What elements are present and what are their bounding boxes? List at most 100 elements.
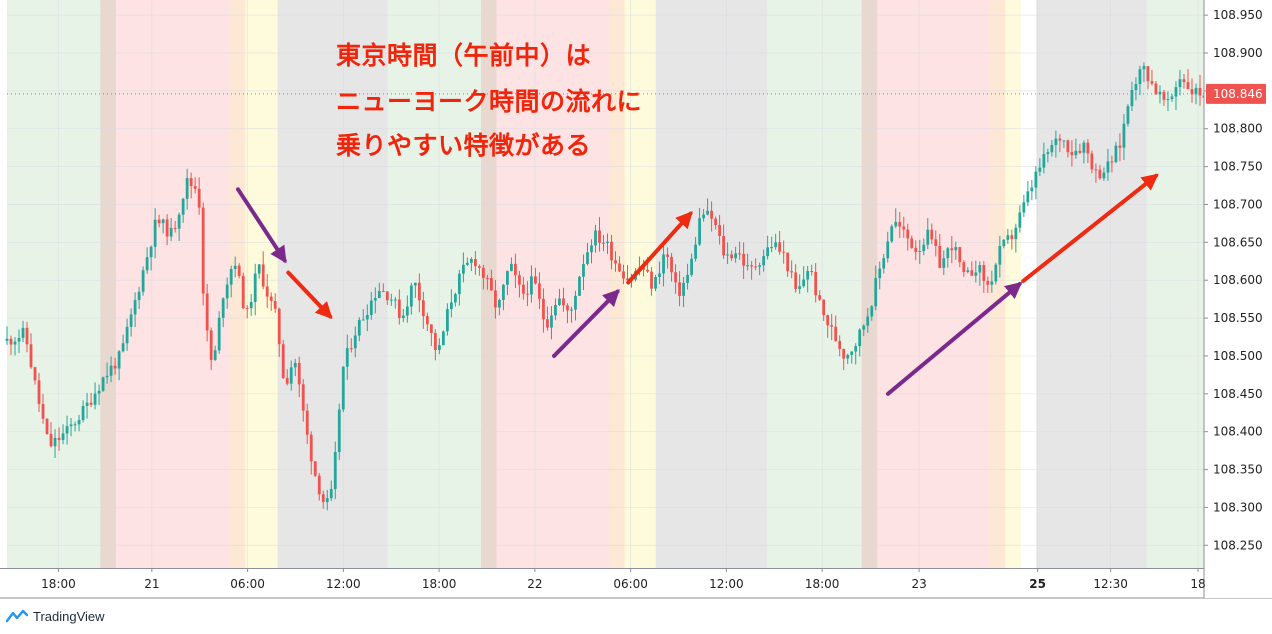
candle-body <box>9 338 13 345</box>
time-tick-label: 25 <box>1029 577 1046 591</box>
candle <box>1022 194 1026 217</box>
candle-body <box>345 348 349 367</box>
candle-body <box>1102 172 1106 179</box>
candle-body <box>261 264 265 287</box>
candle-body <box>181 198 185 215</box>
candle-body <box>678 282 681 296</box>
candle-body <box>341 366 345 410</box>
candle <box>846 353 850 365</box>
candle <box>730 250 734 261</box>
candle <box>566 303 569 324</box>
candle <box>498 298 501 316</box>
candle-body <box>718 225 721 236</box>
candle <box>626 265 629 282</box>
candle-body <box>782 251 786 253</box>
candle <box>914 240 918 261</box>
candle <box>45 418 49 435</box>
price-tick-label: 108.250 <box>1213 538 1263 552</box>
candle <box>590 239 593 264</box>
candle-body <box>758 265 762 267</box>
candle <box>185 168 189 210</box>
candle-body <box>17 337 21 342</box>
candle-body <box>654 277 657 289</box>
time-tick-label: 23 <box>911 577 926 591</box>
candle-body <box>802 279 806 287</box>
candle <box>1018 205 1022 233</box>
candle <box>974 260 978 283</box>
candle <box>890 224 894 243</box>
candle <box>1126 104 1130 127</box>
candle-body <box>421 300 425 317</box>
candle <box>273 293 277 313</box>
candle-body <box>974 272 978 276</box>
candle <box>17 329 21 354</box>
time-tick-label: 18:00 <box>41 577 76 591</box>
price-tick-label: 108.900 <box>1213 46 1263 60</box>
candle-body <box>109 365 113 376</box>
candle <box>610 234 613 270</box>
candle-body <box>850 351 854 355</box>
candle <box>1150 69 1154 86</box>
candle <box>934 230 938 257</box>
session-band <box>877 0 991 568</box>
session-band <box>655 0 768 568</box>
candle-body <box>754 266 758 268</box>
candle <box>305 403 309 445</box>
session-band <box>861 0 878 568</box>
candle-body <box>405 306 409 316</box>
candle <box>1182 73 1186 89</box>
candle-body <box>145 257 149 271</box>
candle <box>534 267 537 285</box>
candle-body <box>309 434 313 462</box>
candle-body <box>269 296 273 301</box>
tradingview-branding[interactable]: TradingView <box>6 606 105 626</box>
candle-body <box>133 300 137 315</box>
candle <box>710 201 713 232</box>
candle <box>445 303 449 336</box>
candle-body <box>125 326 129 344</box>
candle-body <box>822 299 826 316</box>
candle <box>341 366 345 413</box>
candle-body <box>814 271 818 296</box>
candle-body <box>13 341 17 345</box>
candle-body <box>826 315 830 326</box>
candle <box>193 177 197 194</box>
candle <box>69 418 73 437</box>
candle-body <box>838 341 842 349</box>
time-axis[interactable]: 18:00 21 06:00 12:00 18:00 22 06:00 12:00 18:00 2… <box>41 568 1206 591</box>
candle-body <box>942 258 946 268</box>
candle <box>361 309 365 321</box>
candle-body <box>325 498 329 503</box>
candle <box>826 314 830 338</box>
candle-body <box>842 348 846 359</box>
candle-body <box>453 294 457 303</box>
candle-body <box>1170 96 1174 100</box>
candle <box>309 431 313 475</box>
candle-body <box>1034 171 1038 188</box>
candle <box>658 261 661 285</box>
candle <box>9 335 13 355</box>
candle-body <box>546 319 549 328</box>
candle <box>65 415 69 445</box>
candle-body <box>714 218 717 226</box>
candle <box>902 216 906 238</box>
candle-body <box>610 241 613 261</box>
candle <box>602 235 605 252</box>
candle-body <box>978 265 982 273</box>
candle-body <box>165 219 169 237</box>
session-band <box>387 0 482 568</box>
candle-body <box>321 494 325 503</box>
candle-body <box>710 210 713 219</box>
candle-body <box>846 354 850 359</box>
candle <box>177 212 181 241</box>
candle <box>750 261 754 280</box>
candle <box>1010 229 1014 250</box>
price-axis[interactable]: 108.950108.900108.850108.800108.750108.7… <box>7 8 1266 552</box>
candle-body <box>666 254 669 257</box>
candle <box>770 236 774 253</box>
candle-body <box>662 254 665 274</box>
session-band <box>245 0 279 568</box>
annotation-line-3: 乗りやすい特徴がある <box>336 131 592 160</box>
